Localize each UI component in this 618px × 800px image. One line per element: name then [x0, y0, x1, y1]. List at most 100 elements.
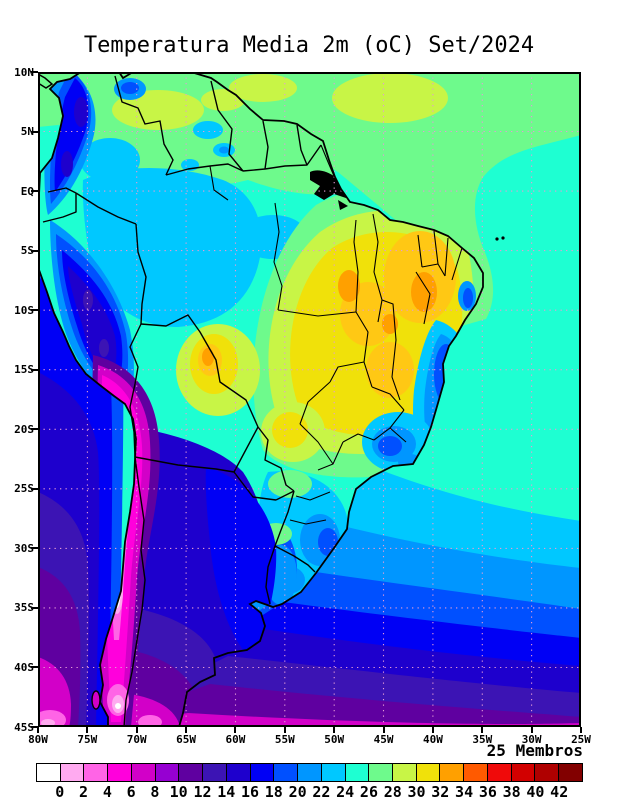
lat-tick: [31, 368, 38, 371]
lat-tick-label: 35S: [14, 601, 34, 615]
colorbar-cell: [131, 764, 156, 781]
lon-tick-label: 60W: [225, 733, 246, 746]
colorbar: [36, 763, 583, 782]
lat-tick: [31, 190, 38, 193]
lat-tick-label: 10S: [14, 303, 34, 317]
chiloe-island: [91, 690, 101, 710]
colorbar-tick-label: 0: [55, 783, 65, 800]
lat-tick: [31, 71, 38, 73]
lon-tick: [481, 727, 484, 733]
lat-tick-label: 20S: [14, 422, 34, 436]
lon-tick: [86, 727, 89, 733]
colorbar-cell: [464, 764, 488, 781]
lat-tick: [31, 249, 38, 252]
lat-tick-label: 15S: [14, 363, 34, 377]
country-borders: [42, 75, 322, 727]
lat-tick-label: 5S: [20, 244, 34, 258]
colorbar-tick-label: 20: [288, 783, 307, 800]
colorbar-cell: [274, 764, 299, 781]
lon-tick: [185, 727, 188, 733]
colorbar-cell: [345, 764, 370, 781]
colorbar-tick-label: 10: [169, 783, 188, 800]
colorbar-cell: [108, 764, 132, 781]
lon-tick-label: 65W: [176, 733, 197, 746]
lat-tick-label: EQ: [20, 184, 34, 198]
colorbar-cell: [440, 764, 465, 781]
lat-tick: [31, 726, 38, 728]
south-america-temperature-map: [38, 72, 581, 727]
lat-tick-label: 10N: [14, 65, 34, 79]
colorbar-tick-label: 26: [359, 783, 378, 800]
lon-tick: [37, 727, 39, 733]
colorbar-tick-label: 30: [407, 783, 426, 800]
plot-title: Temperatura Media 2m (oC) Set/2024: [83, 33, 535, 58]
lon-tick-label: 45W: [373, 733, 394, 746]
lon-tick: [530, 727, 533, 733]
lat-tick-label: 40S: [14, 660, 34, 674]
colorbar-cell: [487, 764, 512, 781]
panama-land: [38, 73, 54, 89]
colorbar-cell: [226, 764, 251, 781]
lat-tick: [31, 547, 38, 550]
colorbar-cell: [535, 764, 560, 781]
lat-tick-label: 5N: [20, 125, 34, 139]
colorbar-tick-label: 6: [126, 783, 136, 800]
colorbar-tick-label: 28: [383, 783, 402, 800]
colorbar-cell: [416, 764, 441, 781]
colorbar-cell: [298, 764, 322, 781]
colorbar-tick-label: 18: [264, 783, 283, 800]
colorbar-tick-label: 12: [193, 783, 212, 800]
colorbar-cell: [511, 764, 536, 781]
members-label: 25 Membros: [486, 741, 583, 760]
colorbar-tick-label: 4: [102, 783, 112, 800]
colorbar-tick-label: 22: [312, 783, 331, 800]
colorbar-cell: [203, 764, 227, 781]
lat-tick-label: 25S: [14, 482, 34, 496]
colorbar-cell: [321, 764, 346, 781]
lon-tick-label: 35W: [472, 733, 493, 746]
lon-tick: [431, 727, 434, 733]
lon-tick-label: 70W: [126, 733, 147, 746]
lon-tick: [234, 727, 237, 733]
state-borders: [209, 144, 463, 525]
colorbar-tick-label: 8: [150, 783, 160, 800]
map-area: [38, 72, 581, 727]
colorbar-cell: [179, 764, 204, 781]
island-dot: [495, 237, 499, 241]
lon-tick: [283, 727, 286, 733]
island-dot: [501, 236, 505, 240]
lat-tick-label: 45S: [14, 720, 34, 734]
lon-tick: [333, 727, 336, 733]
colorbar-tick-label: 38: [502, 783, 521, 800]
colorbar-tick-label: 32: [431, 783, 450, 800]
colorbar-tick-label: 16: [241, 783, 260, 800]
lat-tick: [31, 428, 38, 431]
colorbar-tick-label: 40: [526, 783, 545, 800]
lat-tick: [31, 130, 38, 133]
colorbar-cell: [369, 764, 394, 781]
colorbar-cell: [37, 764, 61, 781]
lat-tick: [31, 666, 38, 669]
lon-tick: [135, 727, 138, 733]
coastline: [38, 72, 484, 727]
colorbar-cell: [393, 764, 417, 781]
colorbar-tick-label: 36: [478, 783, 497, 800]
lon-tick: [580, 727, 582, 733]
map-frame: [38, 72, 581, 727]
lat-tick: [31, 487, 38, 490]
colorbar-cell: [250, 764, 275, 781]
lon-tick-label: 30W: [521, 733, 542, 746]
colorbar-cell: [155, 764, 180, 781]
lon-tick-label: 40W: [422, 733, 443, 746]
lat-tick-label: 30S: [14, 541, 34, 555]
colorbar-tick-label: 34: [455, 783, 474, 800]
colorbar-tick-label: 42: [550, 783, 569, 800]
colorbar-tick-label: 14: [217, 783, 236, 800]
colorbar-cell: [84, 764, 109, 781]
lon-tick-label: 25W: [571, 733, 591, 746]
colorbar-tick-label: 2: [79, 783, 89, 800]
lon-tick-label: 55W: [274, 733, 295, 746]
lon-tick-label: 75W: [77, 733, 98, 746]
lat-tick: [31, 606, 38, 609]
